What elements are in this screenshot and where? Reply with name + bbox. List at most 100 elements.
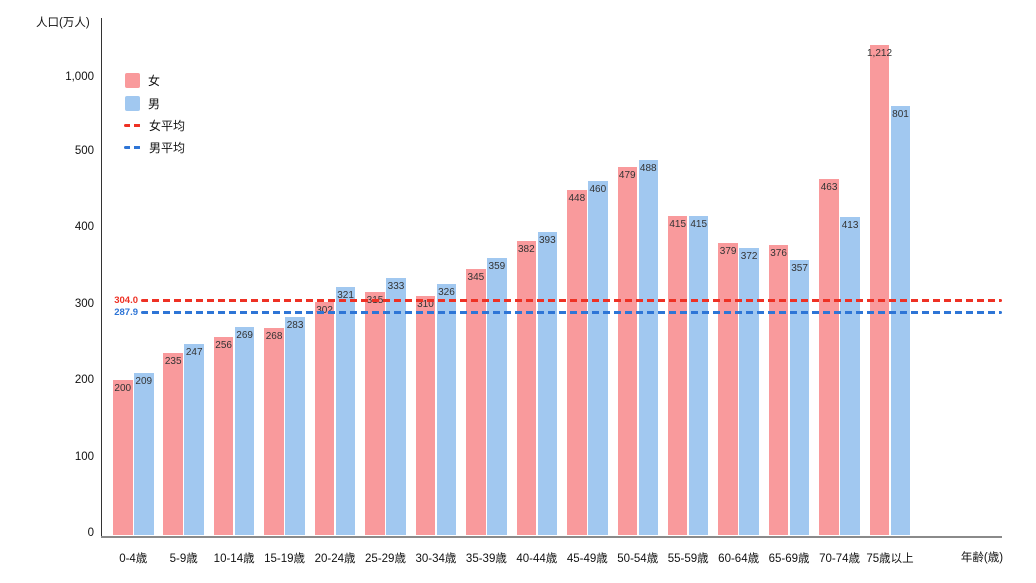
x-tick-6: 30-34歳 [415, 553, 457, 565]
bar-value-label: 359 [488, 261, 506, 273]
bar-value-label: 326 [438, 286, 455, 298]
y-tick-400: 400 [74, 221, 94, 233]
bar-value-label: 376 [770, 248, 787, 260]
bar-female-6[interactable] [415, 295, 436, 535]
x-axis-line [101, 536, 1002, 538]
bar-male-14[interactable] [840, 217, 860, 535]
bar-male-11[interactable] [688, 215, 709, 535]
bar-value-label: 235 [164, 356, 182, 368]
bar-male-13[interactable] [789, 259, 810, 535]
bar-value-label: 460 [589, 184, 607, 196]
bar-male-1[interactable] [184, 344, 204, 535]
bar-value-label: 1,212 [866, 48, 893, 60]
y-tick-300: 300 [74, 297, 94, 310]
bar-male-9[interactable] [588, 181, 608, 535]
bar-value-label: 379 [719, 246, 737, 258]
legend-item-male[interactable]: 男 [125, 95, 160, 112]
bar-value-label: 200 [114, 383, 132, 394]
bar-female-3[interactable] [264, 327, 284, 535]
bar-female-8[interactable] [516, 240, 537, 535]
x-tick-9: 45-49歳 [566, 553, 608, 565]
x-tick-7: 35-39歳 [465, 553, 507, 565]
bar-value-label: 372 [740, 251, 758, 263]
bar-value-label: 413 [841, 220, 859, 232]
bar-value-label: 801 [892, 108, 909, 120]
bar-value-label: 345 [467, 272, 485, 284]
bar-female-4[interactable] [314, 301, 335, 535]
bar-value-label: 393 [539, 235, 556, 247]
y-tick-200: 200 [74, 374, 94, 386]
x-tick-2: 10-14歳 [213, 553, 255, 565]
bar-value-label: 333 [387, 281, 405, 293]
bar-female-11[interactable] [667, 215, 688, 535]
bar-value-label: 479 [618, 169, 636, 181]
bar-male-5[interactable] [386, 278, 406, 535]
x-tick-14: 70-74歳 [819, 553, 860, 565]
legend-label-male-average: 男平均 [149, 141, 186, 155]
x-tick-11: 55-59歳 [667, 553, 709, 565]
bar-male-10[interactable] [638, 159, 658, 535]
bar-value-label: 310 [417, 298, 434, 310]
bar-value-label: 283 [286, 319, 304, 331]
bar-value-label: 268 [265, 330, 283, 342]
bar-value-label: 269 [236, 330, 253, 342]
legend-item-male-average[interactable]: 男平均 [124, 139, 185, 156]
bar-female-14[interactable] [819, 178, 839, 535]
bar-female-2[interactable] [213, 337, 234, 535]
female-average-line [141, 298, 1002, 302]
bar-value-label: 463 [820, 181, 838, 193]
legend-label-female-average: 女平均 [149, 119, 186, 133]
x-tick-12: 60-64歳 [718, 553, 760, 565]
male-average-value-label: 287.9 [114, 307, 138, 319]
bar-value-label: 382 [518, 243, 535, 255]
bar-value-label: 321 [337, 290, 354, 302]
x-tick-1: 5-9歳 [169, 553, 198, 565]
bar-male-15[interactable] [890, 105, 911, 535]
bar-male-2[interactable] [234, 327, 255, 535]
y-tick-500: 500 [74, 144, 94, 157]
x-axis-title: 年齢(歳) [960, 552, 1004, 564]
bar-female-9[interactable] [567, 190, 587, 535]
y-tick-100: 100 [74, 450, 94, 463]
bar-value-label: 209 [135, 376, 153, 388]
y-axis-title: 人口(万人) [36, 17, 90, 29]
x-tick-13: 65-69歳 [768, 553, 810, 565]
y-axis-line [101, 18, 102, 537]
x-tick-15: 75歳以上 [866, 553, 914, 565]
bar-male-0[interactable] [134, 373, 154, 535]
bar-female-15[interactable] [869, 45, 890, 535]
x-tick-8: 40-44歳 [516, 553, 558, 565]
bar-value-label: 488 [639, 162, 657, 174]
x-tick-10: 50-54歳 [617, 553, 659, 565]
bar-female-0[interactable] [113, 380, 133, 535]
bar-male-7[interactable] [487, 258, 507, 535]
bar-value-label: 357 [791, 262, 808, 274]
female-average-value-label: 304.0 [114, 294, 138, 306]
x-tick-5: 25-29歳 [365, 553, 406, 565]
y-tick-0: 0 [87, 527, 94, 539]
legend-label-female: 女 [148, 74, 161, 88]
bar-female-12[interactable] [718, 243, 738, 535]
bar-female-10[interactable] [617, 166, 637, 535]
bar-female-1[interactable] [163, 353, 183, 535]
male-series-swatch [125, 96, 140, 111]
bar-female-13[interactable] [768, 245, 789, 535]
x-tick-0: 0-4歳 [119, 553, 148, 565]
male-average-dash-icon [124, 146, 141, 149]
bar-value-label: 415 [690, 218, 708, 230]
bar-male-3[interactable] [285, 316, 305, 535]
legend-item-female-average[interactable]: 女平均 [124, 117, 185, 134]
bar-male-12[interactable] [739, 248, 759, 535]
bar-female-5[interactable] [365, 292, 385, 535]
bar-male-4[interactable] [335, 287, 356, 535]
bar-male-8[interactable] [537, 232, 558, 535]
bar-value-label: 302 [303, 305, 347, 316]
legend-item-female[interactable]: 女 [125, 72, 160, 89]
bar-female-7[interactable] [466, 269, 486, 535]
bar-value-label: 415 [669, 218, 687, 230]
male-average-line [141, 311, 1002, 315]
x-tick-3: 15-19歳 [264, 553, 306, 565]
female-average-dash-icon [124, 124, 141, 127]
bar-male-6[interactable] [436, 283, 457, 535]
